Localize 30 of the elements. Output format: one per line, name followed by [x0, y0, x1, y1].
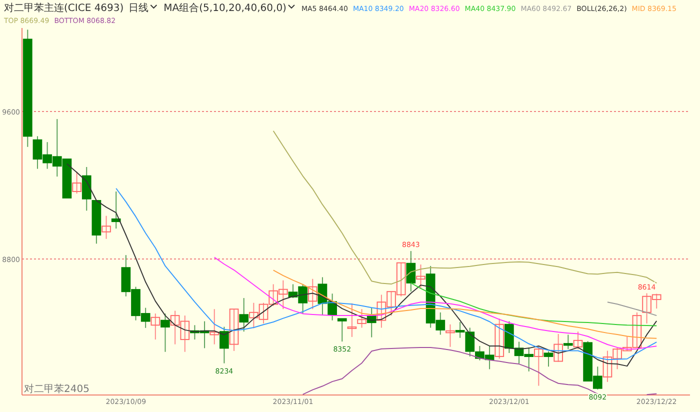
candlestick: [239, 298, 249, 332]
candlestick: [229, 308, 239, 352]
candlestick: [102, 215, 111, 240]
candlestick: [82, 166, 92, 212]
line-series: [214, 256, 658, 350]
line-series: [272, 130, 658, 285]
candlestick: [563, 334, 573, 350]
candlestick: [160, 313, 170, 352]
candlestick: [494, 318, 504, 360]
annotation: 对二甲苯2405: [24, 383, 90, 395]
candlestick: [308, 278, 318, 310]
candlestick: [406, 250, 416, 292]
candlestick: [573, 331, 583, 350]
candlestick: [416, 264, 426, 289]
candlestick: [347, 302, 357, 338]
line-series: [272, 270, 658, 339]
candlestick: [111, 191, 121, 230]
candlestick: [220, 326, 229, 364]
candlestick: [357, 308, 366, 328]
candlestick: [72, 171, 82, 194]
candlestick: [446, 324, 455, 348]
candlestick: [544, 350, 554, 368]
chart-subtitle: 日线: [128, 2, 149, 14]
chart-title: 对二甲苯主连(CICE 4693): [4, 2, 124, 14]
candlestick: [337, 318, 347, 342]
candlestick: [210, 308, 220, 345]
candlestick: [150, 313, 160, 340]
legend-title: MA组合(5,10,20,40,60,0): [164, 2, 287, 14]
candlestick: [554, 333, 563, 362]
candlestick: [534, 345, 544, 386]
